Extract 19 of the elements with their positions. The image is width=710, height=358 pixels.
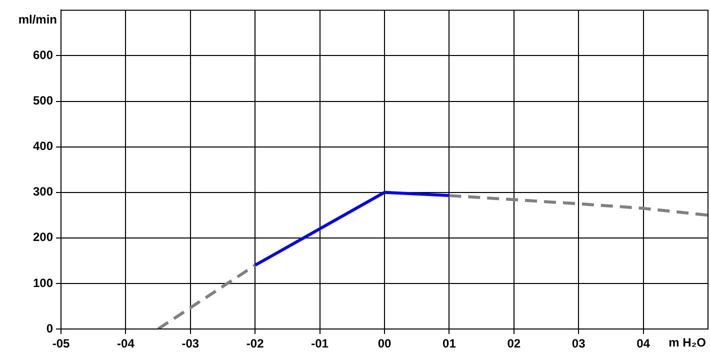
x-tick-label: 01 — [442, 336, 456, 351]
y-tick-label: 0 — [46, 321, 54, 336]
x-axis-title: m H₂O — [668, 335, 706, 350]
y-tick-label: 600 — [32, 48, 54, 62]
x-tick-label: -01 — [311, 336, 329, 351]
x-tick-label: -03 — [182, 336, 200, 351]
x-tick-label: -05 — [52, 336, 70, 351]
x-tick-label: -04 — [117, 336, 135, 351]
x-tick-label: -02 — [246, 336, 264, 351]
y-tick-label: 100 — [32, 276, 54, 290]
y-tick-label: 400 — [32, 139, 54, 154]
y-axis-title: ml/min — [18, 12, 57, 27]
y-tick-label: 300 — [32, 184, 54, 199]
y-tick-label: 200 — [32, 230, 54, 244]
x-tick-label: 03 — [572, 336, 586, 351]
x-tick-label: 04 — [636, 336, 650, 351]
x-tick-label: 00 — [378, 336, 392, 351]
x-tick-label: 02 — [507, 336, 521, 351]
y-tick-label: 500 — [32, 94, 54, 108]
